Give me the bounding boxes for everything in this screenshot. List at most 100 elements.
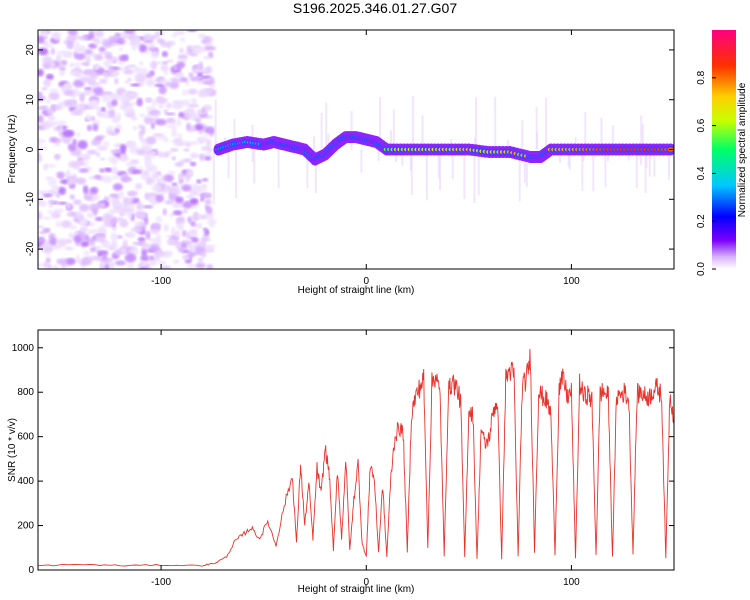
colorbar-tick-label: 0.6 (696, 118, 707, 132)
noise-blob (171, 103, 180, 109)
noise-blob (43, 56, 53, 64)
noise-blob (186, 264, 196, 268)
noise-blob (43, 78, 51, 88)
noise-blob (196, 118, 201, 125)
noise-blob (185, 232, 191, 238)
noise-blob (73, 87, 79, 97)
spectral-streak (425, 149, 428, 201)
noise-blob (108, 155, 119, 164)
spectral-streak (253, 149, 256, 184)
spectral-streak (604, 149, 607, 188)
noise-blob (190, 98, 197, 103)
noise-blob (64, 89, 76, 96)
noise-blob (38, 211, 43, 221)
noise-blob (124, 30, 136, 34)
noise-blob (45, 107, 55, 115)
noise-blob (163, 137, 169, 143)
noise-blob (145, 78, 155, 87)
noise-blob (150, 49, 159, 59)
noise-blob (175, 196, 184, 204)
noise-blob (108, 109, 116, 118)
noise-blob (100, 157, 106, 161)
snr-xlabel: Height of straight line (km) (298, 584, 415, 595)
noise-blob (199, 75, 211, 79)
spectral-streak (313, 136, 315, 150)
noise-blob (155, 118, 167, 126)
top-xtick-label: -100 (151, 276, 171, 287)
spectral-streak (377, 149, 380, 161)
noise-blob (198, 136, 207, 142)
noise-blob (158, 104, 163, 109)
noise-blob (186, 122, 191, 130)
noise-blob (202, 133, 211, 137)
noise-blob (79, 225, 89, 234)
noise-blob (74, 40, 80, 50)
noise-blob (68, 160, 81, 168)
noise-blob (83, 250, 91, 256)
noise-blob (162, 61, 168, 65)
noise-blob (120, 218, 127, 225)
noise-blob (123, 68, 134, 75)
noise-blob (88, 30, 95, 39)
noise-blob (50, 47, 56, 55)
noise-blob (94, 30, 104, 38)
noise-blob (67, 143, 77, 152)
noise-blob (69, 224, 78, 230)
noise-blob (145, 177, 156, 185)
colorbar-tick-label: 0.4 (696, 166, 707, 180)
top-xtick-label: 100 (563, 276, 580, 287)
noise-blob (92, 64, 101, 70)
noise-blob (68, 233, 74, 239)
snr-ytick-label: 200 (17, 521, 34, 532)
noise-blob (103, 263, 110, 269)
noise-blob (75, 61, 81, 70)
noise-blob (141, 266, 147, 269)
noise-blob (145, 72, 153, 79)
noise-blob (56, 258, 68, 265)
noise-blob (73, 235, 82, 243)
noise-blob (180, 36, 185, 43)
noise-blob (84, 87, 93, 91)
noise-blob (176, 216, 186, 225)
noise-blob (142, 40, 154, 44)
spectral-streak (401, 149, 404, 166)
noise-blob (58, 124, 64, 132)
noise-blob (70, 110, 83, 116)
spectral-streak (437, 149, 440, 179)
noise-blob (162, 208, 167, 216)
noise-blob (136, 201, 144, 211)
noise-blob (202, 227, 208, 233)
noise-blob (111, 166, 118, 175)
noise-blob (69, 62, 76, 67)
noise-blob (120, 248, 127, 253)
noise-blob (171, 182, 178, 187)
noise-blob (47, 115, 56, 121)
noise-blob (38, 230, 47, 235)
spectral-streak (227, 149, 230, 179)
noise-blob (155, 216, 163, 223)
noise-blob (178, 221, 184, 230)
noise-blob (179, 47, 184, 54)
noise-blob (190, 237, 200, 243)
noise-blob (200, 67, 210, 76)
noise-blob (199, 153, 205, 161)
noise-blob (138, 132, 144, 141)
noise-blob (119, 152, 126, 161)
noise-blob (110, 240, 118, 249)
noise-blob (55, 138, 63, 143)
noise-blob (190, 198, 198, 205)
noise-blob (163, 266, 169, 269)
noise-blob (144, 192, 150, 200)
noise-blob (102, 214, 113, 222)
spectral-streak (640, 115, 643, 150)
noise-blob (180, 101, 191, 107)
noise-blob (109, 208, 117, 213)
noise-blob (158, 151, 164, 158)
spectral-streak (507, 140, 510, 150)
noise-blob (51, 211, 61, 219)
noise-blob (127, 64, 137, 68)
noise-blob (109, 65, 114, 74)
noise-blob (120, 98, 126, 106)
noise-blob (108, 198, 119, 202)
noise-blob (139, 61, 144, 66)
